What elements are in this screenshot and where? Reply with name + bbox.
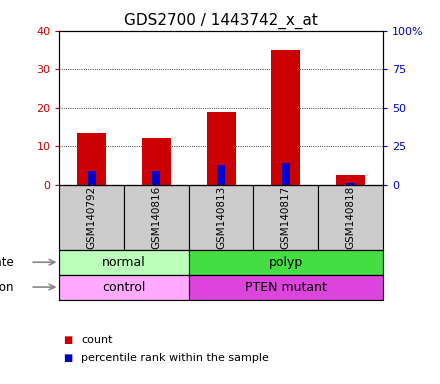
Bar	[59, 250, 189, 275]
Bar	[189, 250, 383, 275]
Text: disease state: disease state	[0, 256, 14, 269]
Bar	[124, 185, 189, 250]
Bar	[217, 165, 225, 185]
Bar	[271, 50, 301, 185]
Bar	[318, 185, 383, 250]
Text: GSM140813: GSM140813	[216, 185, 226, 249]
Bar	[346, 183, 355, 185]
Bar	[59, 185, 124, 250]
Text: ■: ■	[63, 335, 73, 345]
Text: ■: ■	[63, 353, 73, 363]
Bar	[253, 185, 318, 250]
Text: control: control	[103, 281, 146, 294]
Title: GDS2700 / 1443742_x_at: GDS2700 / 1443742_x_at	[124, 13, 318, 29]
Text: GSM140818: GSM140818	[345, 185, 356, 249]
Bar	[88, 171, 96, 185]
Bar	[77, 133, 106, 185]
Bar	[282, 163, 290, 185]
Text: normal: normal	[102, 256, 146, 269]
Text: GSM140816: GSM140816	[151, 185, 161, 249]
Text: genotype/variation: genotype/variation	[0, 281, 14, 294]
Text: polyp: polyp	[269, 256, 303, 269]
Bar	[152, 171, 161, 185]
Text: GSM140817: GSM140817	[281, 185, 291, 249]
Text: PTEN mutant: PTEN mutant	[245, 281, 327, 294]
Bar	[59, 275, 189, 300]
Bar	[206, 111, 236, 185]
Text: GSM140792: GSM140792	[87, 185, 97, 249]
Bar	[142, 139, 171, 185]
Text: percentile rank within the sample: percentile rank within the sample	[81, 353, 269, 363]
Bar	[189, 275, 383, 300]
Bar	[336, 175, 365, 185]
Text: count: count	[81, 335, 113, 345]
Bar	[189, 185, 253, 250]
